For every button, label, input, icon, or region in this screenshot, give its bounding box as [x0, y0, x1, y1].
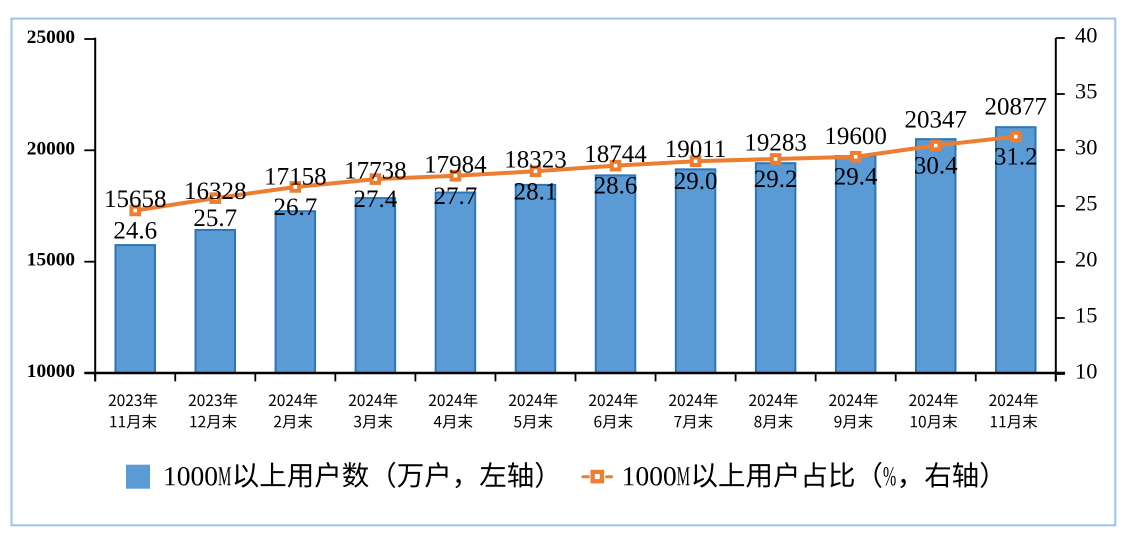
svg-text:18744: 18744 [584, 141, 647, 168]
svg-text:20000: 20000 [27, 138, 75, 159]
svg-text:10: 10 [1075, 358, 1097, 383]
svg-text:35: 35 [1075, 78, 1097, 103]
svg-text:20347: 20347 [904, 106, 967, 133]
svg-text:17738: 17738 [344, 157, 407, 184]
svg-text:30.4: 30.4 [914, 153, 958, 180]
svg-text:16328: 16328 [184, 178, 247, 205]
svg-text:19011: 19011 [665, 136, 727, 163]
svg-text:28.1: 28.1 [514, 178, 558, 205]
svg-text:24.6: 24.6 [113, 218, 157, 245]
svg-text:19600: 19600 [824, 123, 887, 150]
svg-text:15: 15 [1075, 302, 1097, 327]
svg-text:31.2: 31.2 [994, 144, 1038, 171]
svg-text:25: 25 [1075, 190, 1097, 215]
svg-text:18323: 18323 [504, 147, 567, 174]
svg-text:15658: 15658 [104, 186, 167, 213]
svg-text:10000: 10000 [27, 361, 75, 382]
svg-text:40: 40 [1075, 22, 1097, 47]
svg-text:26.7: 26.7 [273, 194, 317, 221]
svg-text:27.4: 27.4 [354, 186, 398, 213]
svg-text:29.2: 29.2 [754, 166, 798, 193]
svg-text:20: 20 [1075, 246, 1097, 271]
svg-text:25.7: 25.7 [193, 205, 237, 232]
svg-text:28.6: 28.6 [594, 173, 638, 200]
svg-text:29.4: 29.4 [834, 164, 878, 191]
svg-text:17158: 17158 [264, 164, 327, 191]
svg-text:15000: 15000 [27, 250, 75, 271]
svg-text:19283: 19283 [744, 129, 807, 156]
svg-text:20877: 20877 [985, 94, 1048, 121]
svg-text:29.0: 29.0 [674, 168, 718, 195]
svg-text:30: 30 [1075, 134, 1097, 159]
svg-text:25000: 25000 [27, 27, 75, 48]
svg-text:27.7: 27.7 [434, 183, 478, 210]
svg-text:17984: 17984 [424, 152, 487, 179]
